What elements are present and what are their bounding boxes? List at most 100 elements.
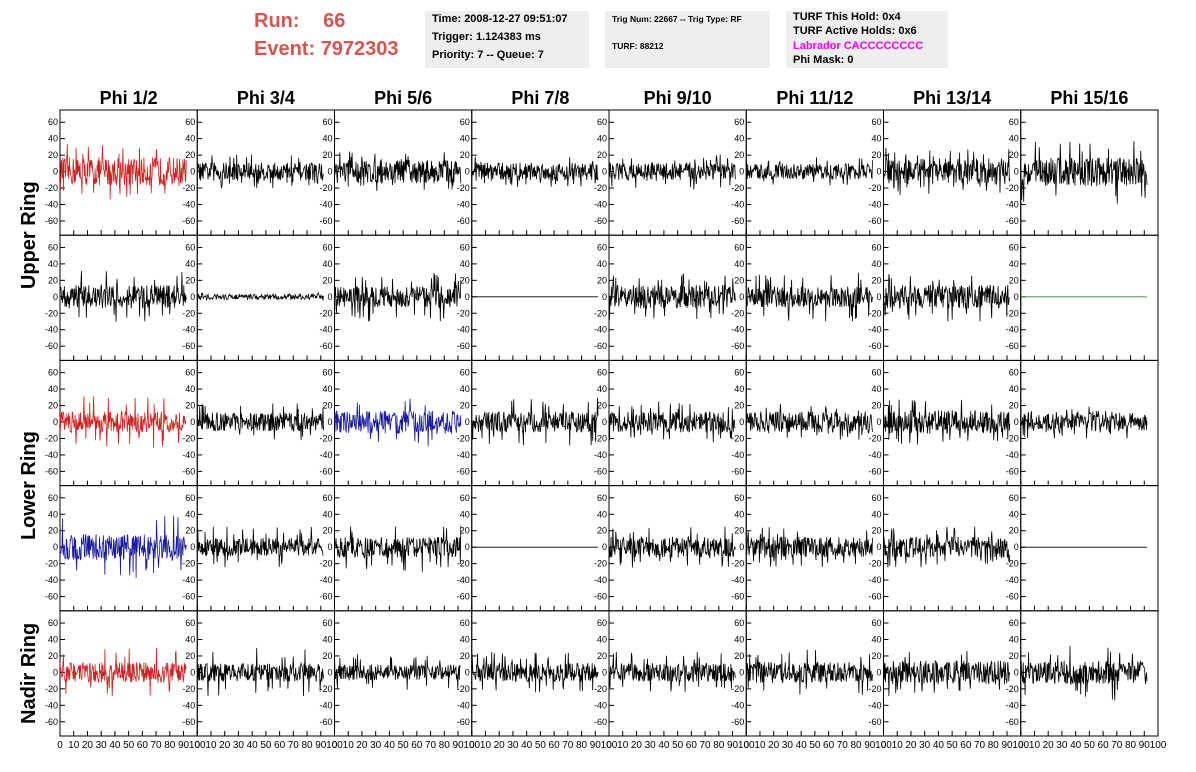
y-tick-label: 60 xyxy=(185,242,195,252)
y-tick-label: 0 xyxy=(1014,542,1019,552)
y-tick-label: 60 xyxy=(460,493,470,503)
y-tick-label: 20 xyxy=(460,651,470,661)
y-tick-label: 20 xyxy=(1009,401,1019,411)
waveform-trace xyxy=(59,270,187,322)
y-tick-label: 60 xyxy=(871,618,881,628)
turf-text: TURF: 88212 xyxy=(612,41,664,51)
column-title: Phi 11/12 xyxy=(776,88,853,108)
y-tick-label: -60 xyxy=(731,717,744,727)
y-tick-label: -40 xyxy=(868,325,881,335)
y-tick-label: 60 xyxy=(597,618,607,628)
y-tick-label: 40 xyxy=(871,134,881,144)
y-tick-label: 20 xyxy=(322,275,332,285)
y-tick-label: -20 xyxy=(1006,559,1019,569)
y-tick-label: 20 xyxy=(597,526,607,536)
y-tick-label: 20 xyxy=(322,401,332,411)
x-tick-label: 20 xyxy=(356,740,368,751)
x-tick-label: 70 xyxy=(1111,740,1123,751)
y-tick-label: 20 xyxy=(734,651,744,661)
y-tick-label: -40 xyxy=(868,575,881,585)
column-title: Phi 3/4 xyxy=(237,88,295,108)
y-tick-label: 0 xyxy=(465,167,470,177)
x-tick-label: 10 xyxy=(617,740,629,751)
x-tick-label: 80 xyxy=(164,740,176,751)
y-tick-label: 60 xyxy=(460,618,470,628)
y-tick-label: 20 xyxy=(185,526,195,536)
y-tick-label: 60 xyxy=(185,493,195,503)
y-tick-label: 0 xyxy=(465,542,470,552)
y-tick-label: -20 xyxy=(731,308,744,318)
y-tick-label: -20 xyxy=(182,559,195,569)
y-tick-label: -40 xyxy=(182,575,195,585)
y-tick-label: -20 xyxy=(457,308,470,318)
waveform-trace xyxy=(608,154,736,190)
x-tick-label: 100 xyxy=(875,740,892,751)
x-tick-label: 80 xyxy=(850,740,862,751)
event-label: Event: xyxy=(254,38,316,60)
x-tick-label: 0 xyxy=(881,740,887,751)
y-tick-label: 60 xyxy=(597,242,607,252)
waveform-trace xyxy=(196,403,324,441)
y-tick-label: -60 xyxy=(868,341,881,351)
x-tick-label: 90 xyxy=(727,740,739,751)
panel-frame xyxy=(1020,485,1159,612)
y-tick-label: 60 xyxy=(322,493,332,503)
y-tick-label: -60 xyxy=(594,341,607,351)
y-tick-label: 40 xyxy=(460,259,470,269)
y-tick-label: 20 xyxy=(48,651,58,661)
y-tick-label: 0 xyxy=(327,542,332,552)
panel-frame xyxy=(471,234,610,361)
x-tick-label: 90 xyxy=(315,740,327,751)
x-tick-label: 0 xyxy=(606,740,612,751)
x-tick-label: 80 xyxy=(301,740,313,751)
y-tick-label: 60 xyxy=(185,117,195,127)
x-tick-label: 70 xyxy=(151,740,163,751)
x-tick-label: 60 xyxy=(137,740,149,751)
y-tick-label: 0 xyxy=(327,667,332,677)
x-tick-label: 20 xyxy=(82,740,94,751)
waveform-trace xyxy=(196,154,324,189)
y-tick-label: 20 xyxy=(48,150,58,160)
y-tick-label: -40 xyxy=(594,700,607,710)
y-tick-label: 40 xyxy=(185,134,195,144)
time-info-box: Time: 2008-12-27 09:51:07 Trigger: 1.124… xyxy=(425,11,589,68)
y-tick-label: 20 xyxy=(1009,651,1019,661)
waveform-trace xyxy=(745,649,873,695)
y-tick-label: -20 xyxy=(319,183,332,193)
y-tick-label: -60 xyxy=(731,341,744,351)
y-tick-label: -60 xyxy=(182,592,195,602)
y-tick-label: -40 xyxy=(182,325,195,335)
y-tick-label: -20 xyxy=(731,684,744,694)
y-tick-label: -40 xyxy=(868,200,881,210)
waveform-trace xyxy=(608,401,736,443)
y-tick-label: -20 xyxy=(868,183,881,193)
x-tick-label: 70 xyxy=(837,740,849,751)
y-tick-label: -40 xyxy=(45,200,58,210)
y-tick-label: 40 xyxy=(871,384,881,394)
column-title: Phi 9/10 xyxy=(644,88,712,108)
x-tick-label: 50 xyxy=(398,740,410,751)
x-tick-label: 30 xyxy=(1056,740,1068,751)
y-tick-label: 20 xyxy=(185,401,195,411)
ring-label: Upper Ring xyxy=(18,181,40,289)
y-tick-label: 40 xyxy=(871,634,881,644)
ring-label: Lower Ring xyxy=(18,431,40,540)
y-tick-label: -60 xyxy=(1006,216,1019,226)
x-tick-label: 50 xyxy=(947,740,959,751)
x-tick-label: 60 xyxy=(411,740,423,751)
y-tick-label: 20 xyxy=(597,651,607,661)
y-tick-label: -40 xyxy=(457,450,470,460)
y-tick-label: 0 xyxy=(327,292,332,302)
y-tick-label: 60 xyxy=(734,242,744,252)
x-tick-label: 10 xyxy=(1029,740,1041,751)
y-tick-label: 20 xyxy=(597,150,607,160)
panel-frame xyxy=(1020,234,1159,361)
x-tick-label: 60 xyxy=(1098,740,1110,751)
y-tick-label: -20 xyxy=(45,559,58,569)
turf-this-hold: TURF This Hold: 0x4 xyxy=(793,11,901,23)
y-tick-label: -60 xyxy=(457,717,470,727)
y-tick-label: 20 xyxy=(185,651,195,661)
y-tick-label: -40 xyxy=(45,450,58,460)
waveform-trace xyxy=(883,273,1011,322)
y-tick-label: -20 xyxy=(868,559,881,569)
